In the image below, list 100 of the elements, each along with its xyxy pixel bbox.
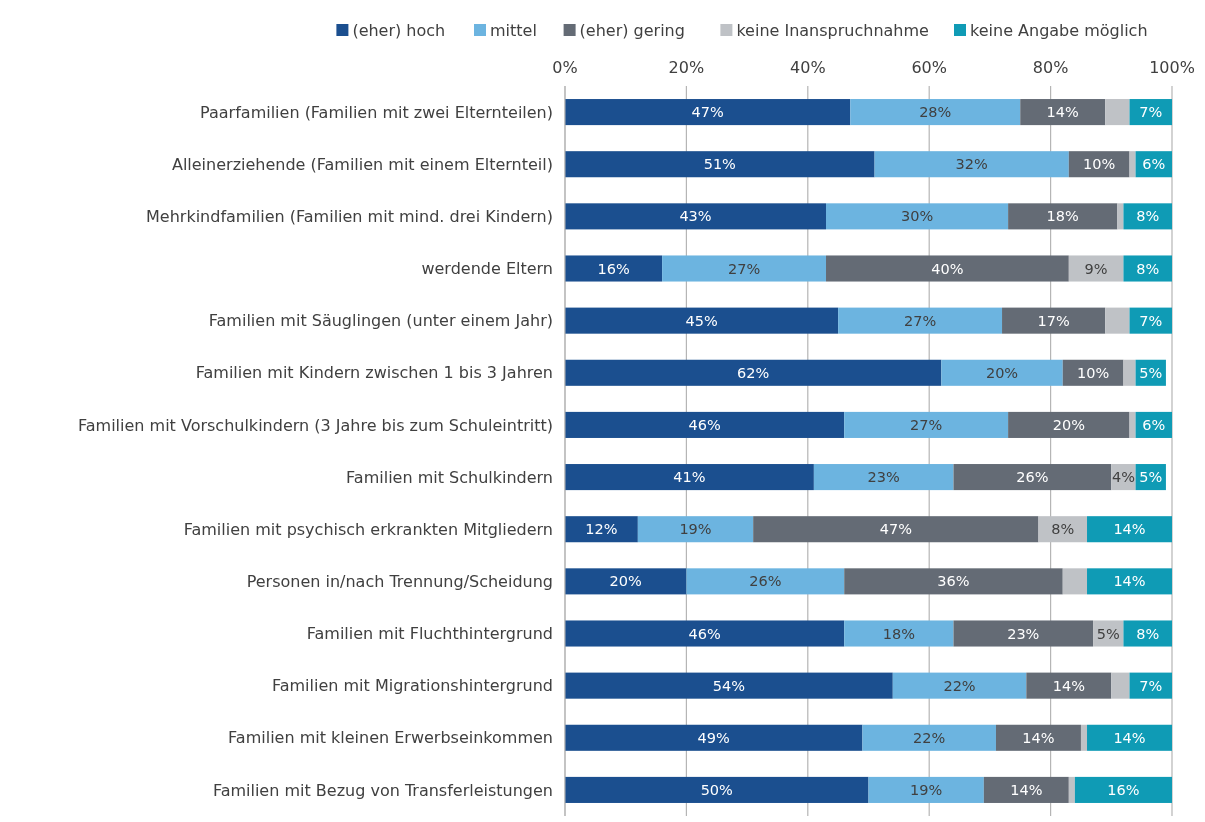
bar [892, 672, 1027, 699]
data-label: 7% [1139, 312, 1163, 329]
bar [565, 359, 942, 386]
data-label: 27% [727, 260, 761, 277]
legend-label: keine Inanspruchnahme [736, 20, 929, 40]
bar [1111, 672, 1130, 699]
bar [565, 620, 845, 647]
bar [1074, 776, 1172, 803]
data-label: 30% [900, 208, 934, 225]
bar [844, 568, 1063, 595]
data-label: 22% [943, 677, 976, 694]
y-tick-label: Familien mit Migrationshintergrund [271, 676, 553, 696]
bar [868, 776, 984, 803]
bar [874, 151, 1069, 178]
data-label: 8% [1136, 208, 1160, 225]
data-label: 51% [703, 156, 736, 173]
bar [565, 724, 863, 751]
bar [1087, 516, 1172, 543]
bar [1105, 307, 1130, 334]
bar [826, 255, 1069, 282]
y-tick-label: Familien mit kleinen Erwerbseinkommen [228, 728, 553, 748]
data-label: 14% [1052, 677, 1085, 694]
bar [565, 516, 638, 543]
bar [662, 255, 827, 282]
bar [637, 516, 754, 543]
data-label: 14% [1113, 729, 1146, 746]
data-label: 4% [1111, 469, 1135, 486]
y-tick-label: Familien mit Fluchthintergrund [306, 624, 553, 644]
data-label: 8% [1051, 521, 1075, 538]
data-label: 41% [673, 469, 706, 486]
data-label: 32% [955, 156, 988, 173]
bar [565, 776, 869, 803]
bar [953, 464, 1112, 491]
data-label: 5% [1139, 364, 1163, 381]
bar [1068, 255, 1124, 282]
data-label: 26% [749, 573, 782, 590]
legend-label: keine Angabe möglich [970, 20, 1148, 40]
data-label: 6% [1142, 156, 1166, 173]
bar [1087, 568, 1172, 595]
data-label: 6% [1142, 417, 1166, 433]
data-label: 8% [1136, 260, 1160, 277]
bar [1087, 724, 1172, 751]
bar [1080, 724, 1088, 751]
y-tick-label: Familien mit Bezug von Transferleistungen [212, 780, 553, 800]
y-tick-label: Personen in/nach Trennung/Scheidung [246, 571, 553, 591]
bar [565, 203, 827, 230]
data-label: 10% [1076, 364, 1110, 381]
x-tick-label: 60% [911, 58, 947, 77]
data-label: 36% [937, 573, 970, 590]
data-label: 5% [1096, 625, 1120, 642]
legend-label: (eher) gering [579, 20, 685, 40]
y-tick-label: Alleinerziehende (Familien mit einem Elternteil) [171, 154, 553, 174]
data-label: 12% [585, 521, 618, 538]
data-label: 18% [1046, 208, 1079, 225]
data-label: 27% [903, 312, 937, 329]
bar [565, 464, 814, 491]
data-label: 46% [688, 625, 721, 642]
bar [1129, 411, 1136, 438]
bar [941, 359, 1063, 386]
data-label: 16% [597, 260, 630, 277]
bar [1123, 620, 1172, 647]
data-label: 28% [919, 104, 952, 121]
y-tick-label: Familien mit Kindern zwischen 1 bis 3 Jahren [195, 363, 553, 383]
data-label: 20% [609, 573, 642, 590]
data-label: 5% [1139, 469, 1163, 486]
bar [1123, 255, 1172, 282]
bar [565, 151, 875, 178]
data-label: 19% [679, 521, 712, 538]
data-label: 23% [1007, 625, 1040, 642]
data-label: 45% [685, 312, 718, 329]
bar [565, 672, 893, 699]
data-label: 50% [700, 782, 733, 798]
data-label: 26% [1016, 469, 1049, 486]
bar [686, 568, 845, 595]
data-label: 40% [931, 260, 964, 277]
bar [995, 724, 1081, 751]
y-tick-label: Familien mit Schulkindern [346, 467, 553, 487]
bar [1026, 672, 1112, 699]
data-label: 43% [679, 208, 712, 225]
x-tick-label: 0% [552, 58, 578, 77]
legend-label: mittel [490, 20, 537, 40]
data-label: 20% [985, 364, 1019, 381]
y-tick-label: Familien mit Säuglingen (unter einem Jahr) [208, 311, 553, 331]
bar [844, 620, 954, 647]
data-label: 9% [1084, 260, 1108, 277]
y-tick-label: Paarfamilien (Familien mit zwei Elternteilen) [200, 102, 553, 122]
data-label: 16% [1107, 782, 1140, 798]
legend-label: (eher) hoch [352, 20, 446, 40]
bar [565, 411, 845, 438]
data-label: 14% [1113, 521, 1146, 538]
data-label: 49% [697, 729, 730, 746]
data-label: 10% [1083, 156, 1116, 173]
data-label: 47% [879, 521, 912, 538]
y-tick-label: Mehrkindfamilien (Familien mit mind. drei Kindern) [146, 206, 553, 226]
bar [1129, 151, 1136, 178]
data-label: 18% [882, 625, 915, 642]
data-label: 19% [910, 782, 943, 798]
data-label: 54% [712, 677, 746, 694]
bar [844, 411, 1009, 438]
data-label: 22% [913, 729, 946, 746]
